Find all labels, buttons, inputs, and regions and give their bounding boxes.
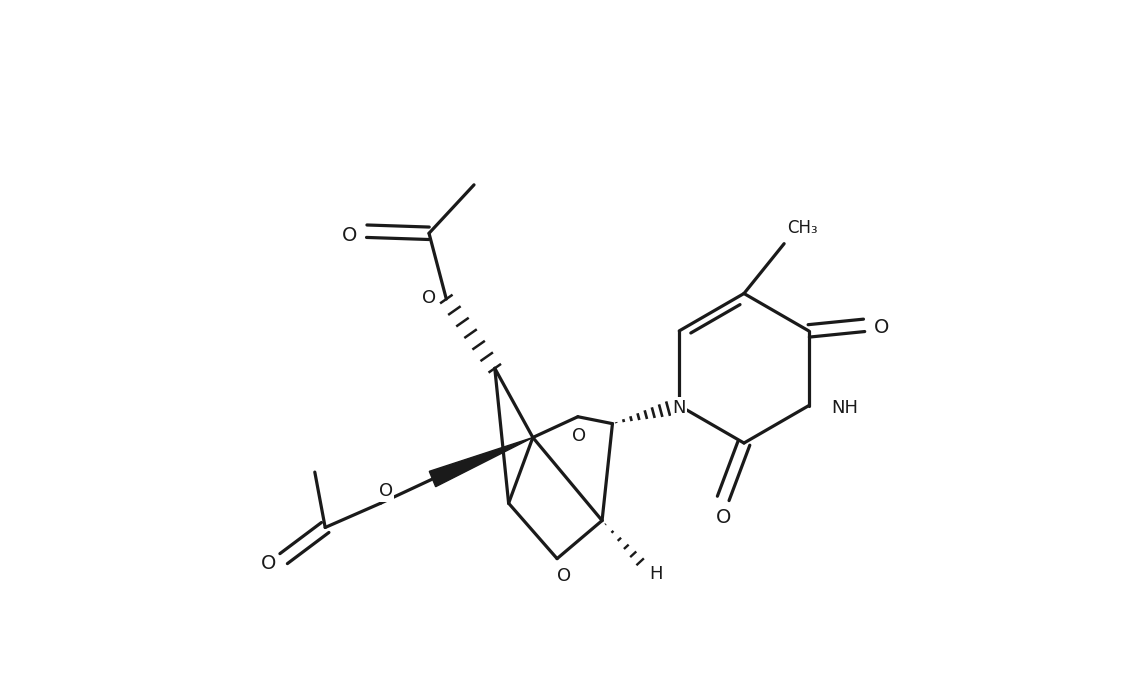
- Text: N: N: [672, 399, 686, 416]
- Text: CH₃: CH₃: [787, 220, 818, 238]
- Text: O: O: [715, 508, 731, 528]
- Text: O: O: [342, 227, 358, 245]
- Polygon shape: [430, 437, 532, 486]
- Text: NH: NH: [831, 399, 858, 416]
- Text: O: O: [874, 318, 889, 337]
- Text: H: H: [650, 566, 663, 584]
- Text: O: O: [261, 554, 276, 573]
- Text: O: O: [422, 288, 437, 306]
- Text: O: O: [379, 482, 394, 500]
- Text: O: O: [557, 567, 571, 585]
- Text: O: O: [572, 427, 587, 445]
